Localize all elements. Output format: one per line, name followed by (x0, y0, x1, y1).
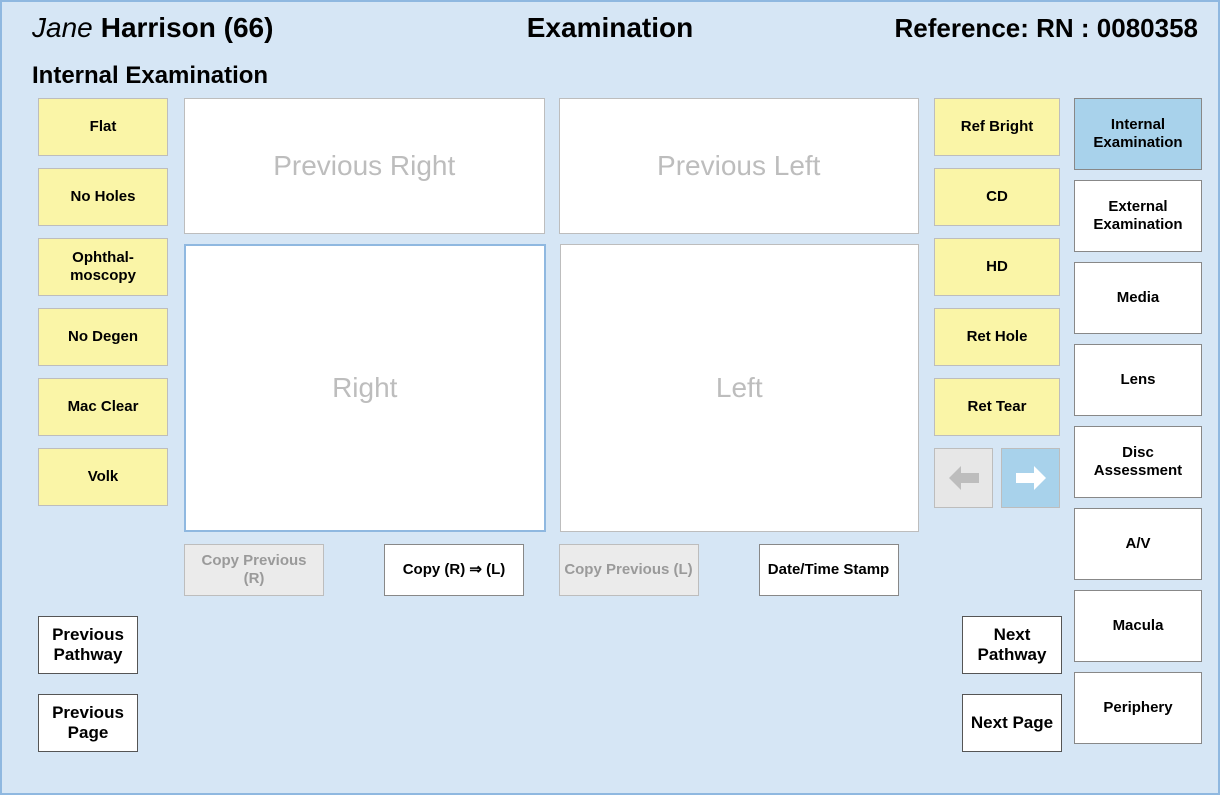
ref-bright-button[interactable]: Ref Bright (934, 98, 1060, 156)
reference-number: Reference: RN : 0080358 (895, 13, 1199, 44)
drawing-panels: Previous Right Previous Left Right Left … (184, 98, 919, 596)
patient-first-name: Jane (32, 12, 93, 44)
copy-r-to-l-button[interactable]: Copy (R) ⇒ (L) (384, 544, 524, 596)
previous-page-button[interactable]: Previous Page (38, 694, 138, 752)
arrow-right-icon (1014, 464, 1048, 492)
tab-media[interactable]: Media (1074, 262, 1202, 334)
tab-internal-examination[interactable]: Internal Examination (1074, 98, 1202, 170)
previous-pathway-button[interactable]: Previous Pathway (38, 616, 138, 674)
next-pathway-button[interactable]: Next Pathway (962, 616, 1062, 674)
tab-periphery[interactable]: Periphery (1074, 672, 1202, 744)
tab-macula[interactable]: Macula (1074, 590, 1202, 662)
app-window: Jane Harrison (66) Examination Reference… (0, 0, 1220, 795)
ophthalmoscopy-button[interactable]: Ophthal-moscopy (38, 238, 168, 296)
flat-button[interactable]: Flat (38, 98, 168, 156)
bottom-left-nav: Previous Pathway Previous Page (38, 616, 138, 752)
tab-lens[interactable]: Lens (1074, 344, 1202, 416)
screen-title: Examination (527, 12, 693, 44)
bottom-right-nav: Next Pathway Next Page (962, 616, 1062, 752)
nav-tabs-column: Internal Examination External Examinatio… (1074, 98, 1202, 744)
previous-right-panel[interactable]: Previous Right (184, 98, 545, 234)
copy-previous-l-button: Copy Previous (L) (559, 544, 699, 596)
current-row: Right Left (184, 244, 919, 532)
volk-button[interactable]: Volk (38, 448, 168, 506)
copy-previous-r-button: Copy Previous (R) (184, 544, 324, 596)
arrow-row (934, 448, 1060, 508)
under-panel-buttons: Copy Previous (R) Copy (R) ⇒ (L) Copy Pr… (184, 544, 919, 596)
no-degen-button[interactable]: No Degen (38, 308, 168, 366)
tab-disc-assessment[interactable]: Disc Assessment (1074, 426, 1202, 498)
arrow-left-icon (947, 464, 981, 492)
ret-tear-button[interactable]: Ret Tear (934, 378, 1060, 436)
ret-hole-button[interactable]: Ret Hole (934, 308, 1060, 366)
previous-left-panel[interactable]: Previous Left (559, 98, 920, 234)
previous-row: Previous Right Previous Left (184, 98, 919, 234)
cd-button[interactable]: CD (934, 168, 1060, 226)
arrow-right-button[interactable] (1001, 448, 1060, 508)
date-time-stamp-button[interactable]: Date/Time Stamp (759, 544, 899, 596)
patient-last-name-age: Harrison (66) (101, 12, 274, 44)
current-right-panel[interactable]: Right (184, 244, 546, 532)
mac-clear-button[interactable]: Mac Clear (38, 378, 168, 436)
tab-external-examination[interactable]: External Examination (1074, 180, 1202, 252)
section-title: Internal Examination (2, 44, 1218, 98)
right-button-column: Ref Bright CD HD Ret Hole Ret Tear (934, 98, 1060, 508)
arrow-left-button (934, 448, 993, 508)
hd-button[interactable]: HD (934, 238, 1060, 296)
tab-av[interactable]: A/V (1074, 508, 1202, 580)
left-button-column: Flat No Holes Ophthal-moscopy No Degen M… (38, 98, 168, 506)
header: Jane Harrison (66) Examination Reference… (2, 2, 1218, 44)
next-page-button[interactable]: Next Page (962, 694, 1062, 752)
current-left-panel[interactable]: Left (560, 244, 920, 532)
main-area: Flat No Holes Ophthal-moscopy No Degen M… (2, 98, 1218, 778)
no-holes-button[interactable]: No Holes (38, 168, 168, 226)
